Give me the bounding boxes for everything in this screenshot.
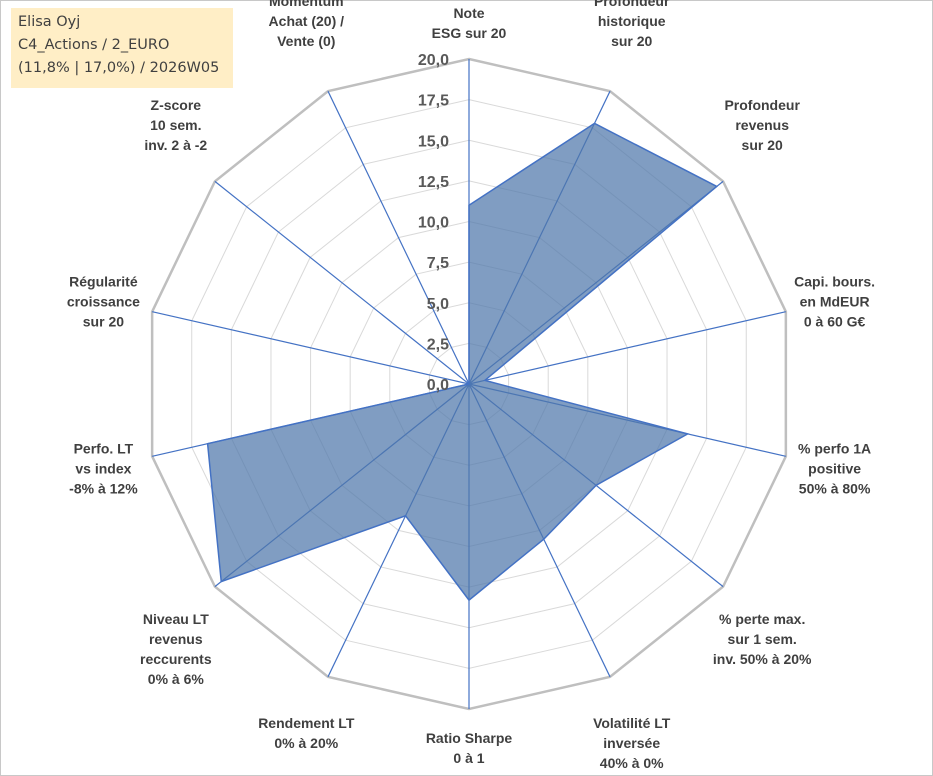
category-label: % perfo 1A positive 50% à 80%	[798, 440, 871, 496]
category-label: % perte max. sur 1 sem. inv. 50% à 20%	[713, 611, 812, 667]
category-label: Momentum Achat (20) / Vente (0)	[269, 0, 345, 49]
category-label: Perfo. LT vs index -8% à 12%	[69, 440, 138, 496]
category-label: Régularité croissance sur 20	[67, 274, 140, 330]
category-label: Volatilité LT inversée 40% à 0%	[593, 715, 671, 771]
series-area	[206, 122, 719, 602]
tick-label: 17,5	[418, 93, 449, 110]
spoke-axis	[152, 311, 470, 385]
portfolio-label: C4_Actions / 2_EURO	[18, 37, 170, 53]
stats-label: (11,8% | 17,0%) / 2026W05	[18, 60, 220, 76]
info-box: Elisa Oyj C4_Actions / 2_EURO (11,8% | 1…	[11, 8, 233, 88]
category-label: Note ESG sur 20	[432, 5, 507, 41]
category-label: Ratio Sharpe 0 à 1	[426, 730, 513, 766]
radar-series	[206, 122, 719, 602]
category-label: Niveau LT revenus reccurents 0% à 6%	[140, 611, 212, 687]
radar-tick-labels: 0,0 2,5 5,0 7,5 10,0 12,5 15,0 17,5 20,0	[418, 52, 449, 394]
tick-label: 0,0	[427, 377, 449, 394]
tick-label: 12,5	[418, 174, 449, 191]
spoke-axis	[327, 90, 470, 385]
category-label: Rendement LT 0% à 20%	[258, 715, 355, 751]
category-label: Z-score 10 sem. inv. 2 à -2	[144, 97, 207, 153]
tick-label: 20,0	[418, 52, 449, 69]
tick-label: 2,5	[427, 336, 449, 353]
tick-label: 10,0	[418, 215, 449, 232]
radar-category-labels: Note ESG sur 20 Profondeur historique sur 20…	[67, 0, 875, 771]
tick-label: 15,0	[418, 133, 449, 150]
spoke-axis	[214, 180, 470, 385]
company-name: Elisa Oyj	[18, 14, 81, 30]
tick-label: 5,0	[427, 296, 449, 313]
category-label: Capi. bours. en MdEUR 0 à 60 G€	[794, 274, 875, 330]
tick-label: 7,5	[427, 255, 449, 272]
category-label: Profondeur historique sur 20	[594, 0, 670, 49]
spoke-axis	[468, 311, 786, 385]
category-label: Profondeur revenus sur 20	[724, 97, 800, 153]
